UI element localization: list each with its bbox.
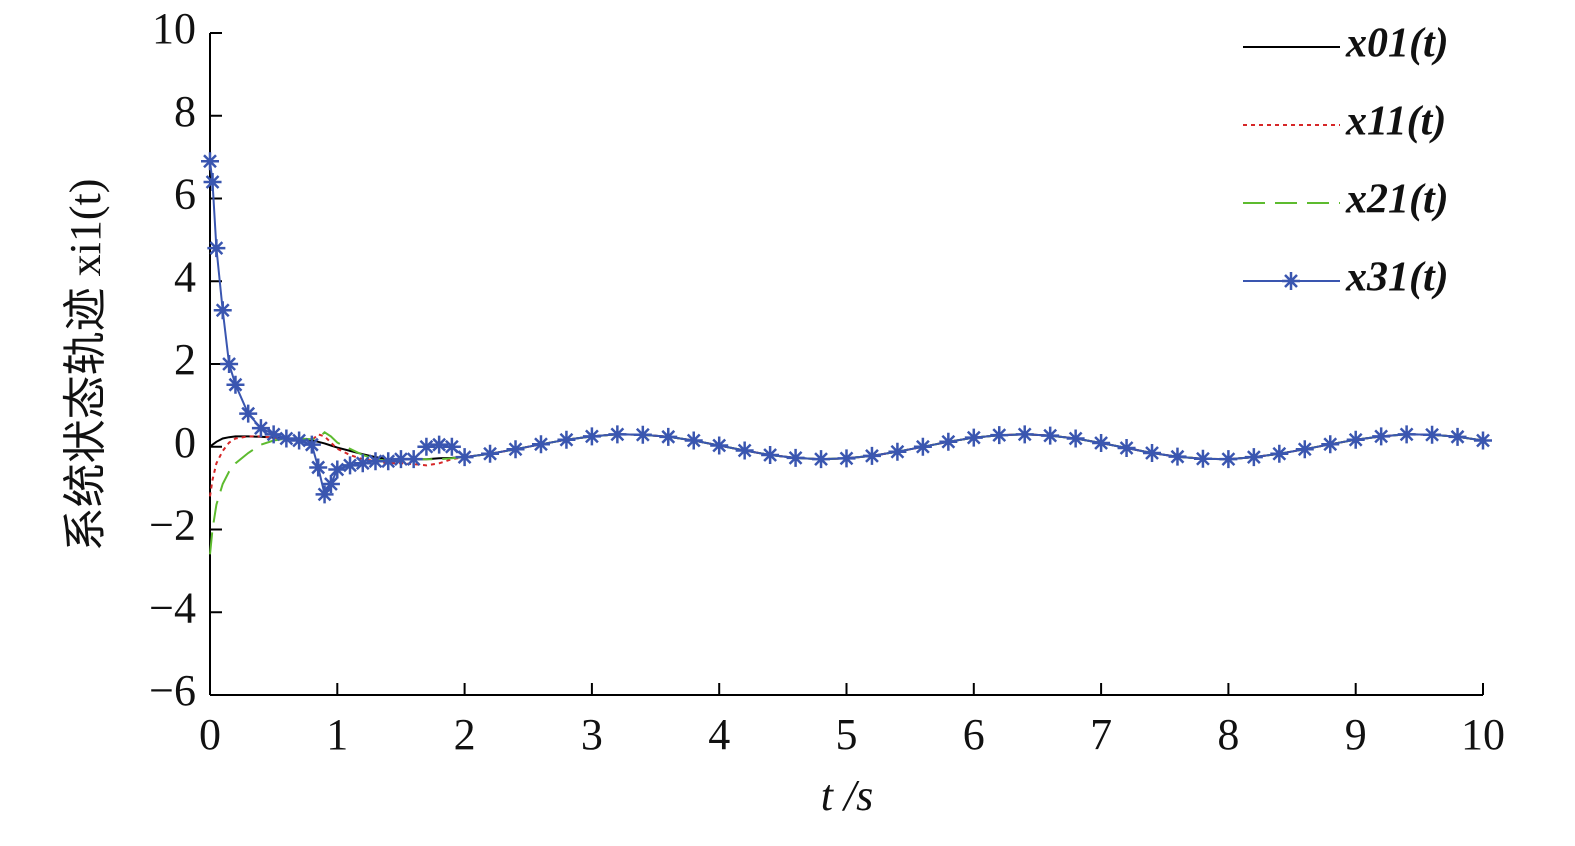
- marker: [1295, 440, 1314, 459]
- x-tick-label: 5: [836, 710, 858, 759]
- marker: [1041, 426, 1060, 445]
- marker: [710, 436, 729, 455]
- marker: [1092, 434, 1111, 453]
- marker: [341, 456, 360, 475]
- x-tick-label: 1: [326, 710, 348, 759]
- marker: [1219, 450, 1238, 469]
- y-tick-label: −4: [149, 583, 196, 632]
- marker: [417, 437, 436, 456]
- marker: [659, 427, 678, 446]
- y-tick-label: 6: [174, 170, 196, 219]
- marker: [277, 429, 296, 448]
- marker: [964, 428, 983, 447]
- legend-label: x21(t): [1345, 177, 1449, 223]
- marker: [302, 435, 321, 454]
- marker: [226, 375, 245, 394]
- y-axis-label: 系统状态轨迹 xi1(t): [61, 179, 110, 552]
- marker: [761, 446, 780, 465]
- marker: [1066, 429, 1085, 448]
- x-tick-label: 9: [1345, 710, 1367, 759]
- marker: [1321, 435, 1340, 454]
- marker: [1143, 443, 1162, 462]
- marker: [531, 435, 550, 454]
- marker: [1448, 427, 1467, 446]
- legend-label: x01(t): [1345, 21, 1449, 67]
- marker: [391, 450, 410, 469]
- y-tick-label: 4: [174, 252, 196, 301]
- y-tick-label: −6: [149, 666, 196, 715]
- marker: [430, 435, 449, 454]
- marker: [220, 355, 239, 373]
- marker: [1015, 425, 1034, 444]
- marker: [1168, 447, 1187, 466]
- marker: [366, 452, 385, 471]
- marker: [557, 430, 576, 449]
- marker: [1193, 449, 1212, 468]
- series-line: [209, 161, 1484, 497]
- marker: [1244, 448, 1263, 467]
- x-tick-label: 6: [963, 710, 985, 759]
- y-tick-label: 0: [174, 418, 196, 467]
- marker: [455, 448, 474, 467]
- y-tick-label: 2: [174, 335, 196, 384]
- x-tick-label: 8: [1217, 710, 1239, 759]
- marker: [990, 426, 1009, 445]
- marker: [442, 437, 461, 456]
- x-tick-label: 0: [199, 710, 221, 759]
- marker: [582, 427, 601, 446]
- marker: [201, 152, 219, 171]
- marker: [264, 425, 283, 444]
- marker: [735, 441, 754, 460]
- marker: [1117, 438, 1136, 457]
- x-axis-label: t /s: [821, 771, 874, 820]
- marker: [321, 474, 340, 493]
- marker: [888, 442, 907, 461]
- x-tick-label: 7: [1090, 710, 1112, 759]
- marker: [239, 404, 258, 423]
- y-tick-label: 10: [152, 4, 196, 53]
- marker: [404, 450, 423, 469]
- marker: [213, 301, 232, 320]
- legend-label: x31(t): [1345, 255, 1449, 301]
- marker: [1346, 430, 1365, 449]
- x-tick-label: 2: [454, 710, 476, 759]
- marker: [207, 239, 226, 258]
- marker: [251, 419, 270, 438]
- legend-marker: [1282, 272, 1300, 290]
- y-tick-label: −2: [149, 501, 196, 550]
- marker: [837, 449, 856, 468]
- marker: [328, 460, 347, 479]
- marker: [315, 485, 334, 504]
- marker: [608, 425, 627, 444]
- marker: [379, 452, 398, 471]
- marker: [1423, 425, 1442, 444]
- marker: [812, 450, 831, 469]
- marker: [309, 458, 328, 477]
- marker: [1474, 431, 1492, 450]
- legend-label: x11(t): [1345, 99, 1446, 145]
- marker: [481, 444, 500, 463]
- x-tick-label: 10: [1461, 710, 1505, 759]
- y-tick-label: 8: [174, 87, 196, 136]
- marker: [1270, 444, 1289, 463]
- marker: [913, 437, 932, 456]
- marker: [1397, 425, 1416, 444]
- marker: [290, 431, 309, 450]
- marker: [633, 425, 652, 444]
- marker: [786, 448, 805, 467]
- marker: [1372, 427, 1391, 446]
- marker: [203, 172, 222, 191]
- marker: [353, 454, 372, 473]
- marker: [506, 440, 525, 459]
- marker: [684, 431, 703, 450]
- marker: [862, 446, 881, 465]
- x-tick-label: 3: [581, 710, 603, 759]
- x-tick-label: 4: [708, 710, 730, 759]
- marker: [939, 432, 958, 451]
